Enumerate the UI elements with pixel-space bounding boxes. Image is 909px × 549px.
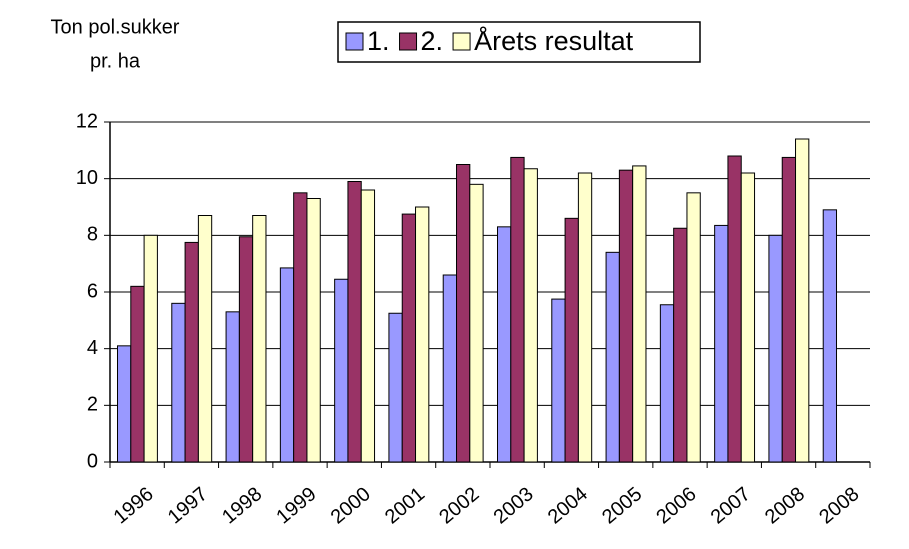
bar (740, 172, 756, 463)
bar (781, 156, 797, 463)
bar (686, 192, 701, 463)
x-tick-label: 2007 (707, 483, 755, 528)
x-tick-label: 2000 (327, 483, 375, 528)
legend-label: 1. (367, 26, 390, 56)
y-tick-label: 10 (76, 167, 98, 189)
legend-label: Årets resultat (474, 25, 634, 56)
bar (523, 168, 538, 463)
bar (306, 198, 321, 463)
y-tick-label: 4 (87, 337, 98, 359)
bar (822, 209, 838, 463)
bar (252, 215, 267, 463)
bar (197, 215, 213, 463)
y-axis-title: pr. ha (90, 50, 141, 72)
x-tick-label: 2004 (544, 483, 592, 528)
bar (618, 169, 634, 463)
bar (347, 181, 362, 463)
y-tick-label: 2 (87, 394, 98, 416)
legend-label: 2. (421, 26, 444, 56)
x-tick-label: 2005 (598, 483, 646, 528)
x-tick-label: 2008 (815, 483, 863, 528)
bar (279, 267, 295, 463)
x-tick-label: 1997 (164, 483, 212, 528)
y-tick-label: 12 (76, 110, 98, 132)
bar (293, 192, 308, 463)
bar (727, 155, 742, 463)
x-tick-label: 2003 (490, 483, 538, 528)
bar (442, 274, 458, 463)
bar (184, 241, 199, 463)
bar (143, 234, 158, 463)
bar (171, 302, 186, 463)
legend-swatch (345, 32, 364, 51)
bar (795, 138, 810, 463)
x-tick-label: 2002 (435, 483, 483, 528)
bar (564, 217, 579, 463)
bar (659, 304, 675, 463)
x-tick-label: 2006 (652, 483, 700, 528)
legend-swatch (399, 32, 418, 51)
bar (632, 165, 647, 463)
y-tick-label: 8 (87, 224, 98, 246)
bar (388, 312, 403, 463)
bar (117, 345, 132, 463)
bar (551, 298, 566, 463)
bar (401, 213, 417, 463)
bar (577, 172, 593, 463)
legend-box (337, 21, 701, 63)
x-tick-label: 1996 (110, 483, 158, 528)
bar (225, 311, 240, 463)
bar (456, 164, 471, 463)
legend-swatch (452, 32, 471, 51)
bar (714, 224, 729, 463)
bar (130, 285, 145, 463)
bar (334, 278, 349, 463)
x-tick-label: 2008 (761, 483, 809, 528)
bar (415, 206, 430, 463)
y-tick-label: 0 (87, 450, 98, 472)
x-tick-label: 1999 (272, 483, 320, 528)
bar (673, 227, 688, 463)
bar (469, 183, 484, 463)
y-tick-label: 6 (87, 280, 98, 302)
bar (238, 236, 254, 463)
bar (510, 156, 525, 463)
bar (605, 251, 620, 463)
bar (768, 234, 783, 463)
x-tick-label: 1998 (218, 483, 266, 528)
bar (360, 189, 376, 463)
bar (497, 226, 512, 463)
x-tick-label: 2001 (381, 483, 429, 528)
y-axis-title: Ton pol.sukker (51, 16, 180, 38)
